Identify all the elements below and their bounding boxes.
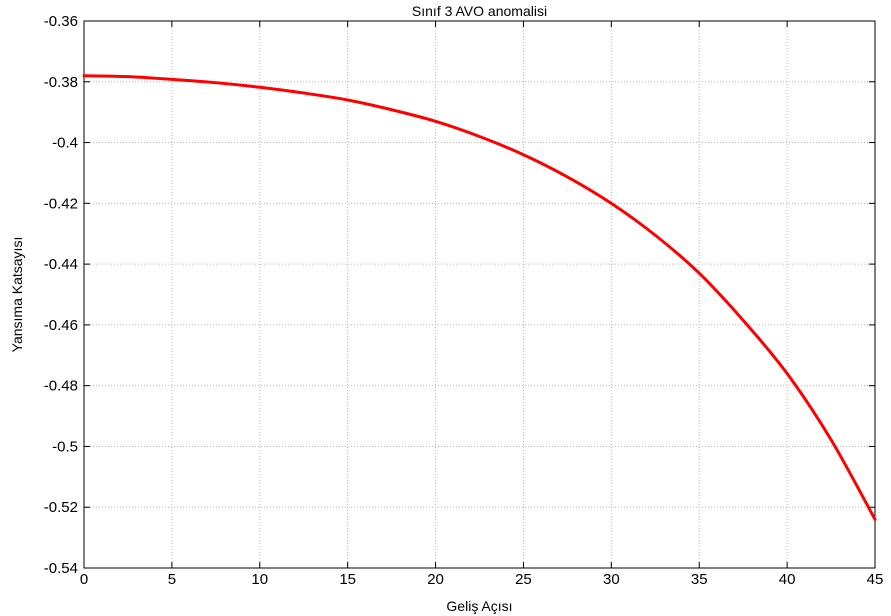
y-tick-label: -0.44 [44,256,78,273]
y-tick-label: -0.52 [44,499,78,516]
y-tick-label: -0.4 [52,135,78,152]
y-tick-labels: -0.36 -0.38 -0.4 -0.42 -0.44 -0.46 -0.48 -0.5 -0… [44,13,78,577]
x-tick-label: 25 [515,571,532,588]
y-tick-label: -0.46 [44,317,78,334]
x-tick-label: 15 [339,571,356,588]
y-tick-label: -0.36 [44,13,78,30]
series-layer [82,74,877,521]
y-tick-label: -0.48 [44,378,78,395]
y-axis-label: Yansıma Katsayısı [9,237,25,353]
x-tick-label: 45 [867,571,884,588]
x-tick-label: 30 [603,571,620,588]
tick-marks [83,20,876,569]
plot-area [83,20,876,569]
series-line [82,74,877,521]
y-tick-label: -0.5 [52,438,78,455]
x-tick-label: 10 [251,571,268,588]
grid [84,21,875,568]
x-tick-label: 0 [80,571,88,588]
x-tick-label: 35 [691,571,708,588]
y-tick-label: -0.54 [44,560,78,577]
y-tick-label: -0.38 [44,74,78,91]
chart-title: Sınıf 3 AVO anomalisi [412,3,547,19]
x-tick-label: 40 [779,571,796,588]
x-tick-label: 5 [168,571,176,588]
x-axis-label: Geliş Açısı [446,598,512,614]
x-tick-label: 20 [427,571,444,588]
x-tick-labels: 0 5 10 15 20 25 30 35 40 45 [80,571,884,588]
y-tick-label: -0.42 [44,195,78,212]
